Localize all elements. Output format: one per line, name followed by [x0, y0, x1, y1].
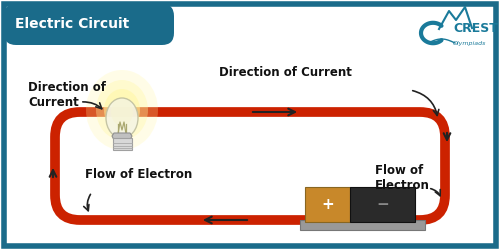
FancyBboxPatch shape: [350, 187, 415, 222]
Ellipse shape: [106, 98, 138, 138]
Ellipse shape: [104, 89, 140, 131]
Text: +: +: [321, 197, 334, 212]
Ellipse shape: [96, 80, 148, 140]
Text: Direction of
Current: Direction of Current: [28, 81, 106, 109]
Text: −: −: [376, 197, 389, 212]
Ellipse shape: [86, 70, 158, 150]
FancyBboxPatch shape: [4, 4, 174, 45]
FancyBboxPatch shape: [305, 187, 350, 222]
Text: Direction of Current: Direction of Current: [218, 66, 352, 78]
FancyBboxPatch shape: [300, 220, 425, 230]
Polygon shape: [112, 133, 132, 140]
Text: Olympiads: Olympiads: [453, 40, 486, 46]
Ellipse shape: [111, 98, 133, 126]
Text: Electric Circuit: Electric Circuit: [15, 18, 129, 32]
FancyBboxPatch shape: [112, 138, 132, 150]
Text: Flow of
Electron: Flow of Electron: [375, 164, 430, 192]
Text: CREST: CREST: [453, 22, 498, 36]
Text: Flow of Electron: Flow of Electron: [85, 168, 192, 180]
